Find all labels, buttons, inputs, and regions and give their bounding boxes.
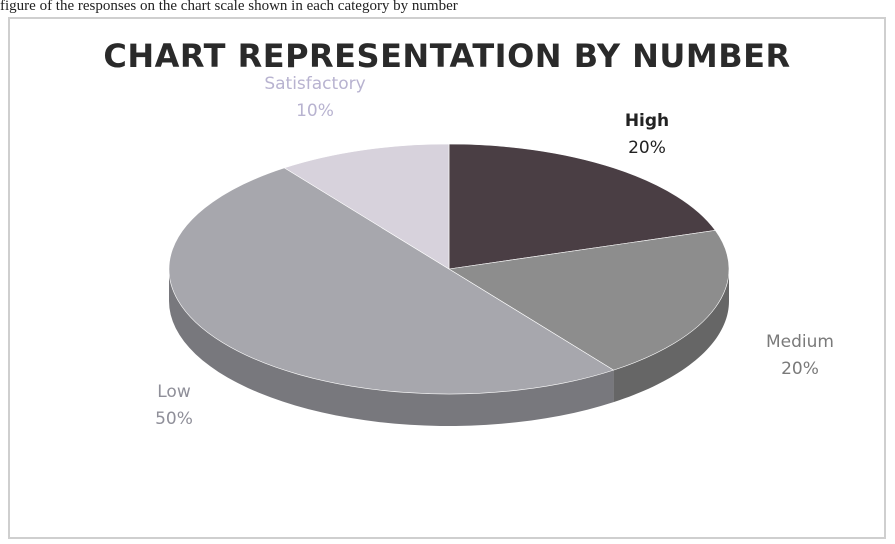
pie-slice-satisfactory — [283, 143, 450, 270]
pie-chart: High 20% Medium 20% Low 50% Satisfactory 10% — [155, 74, 834, 429]
slice-label-medium-name: Medium — [766, 332, 834, 352]
pie-side-wall — [169, 269, 729, 426]
pie-slice-low — [168, 167, 615, 395]
pie-side-low — [169, 269, 614, 426]
slice-label-satisfactory-value: 10% — [296, 101, 334, 121]
figure-caption: figure of the responses on the chart sca… — [0, 0, 458, 14]
slice-label-low-name: Low — [157, 382, 191, 402]
slice-label-high-value: 20% — [628, 138, 666, 158]
slice-label-low-value: 50% — [155, 409, 193, 429]
pie-slice-high — [448, 143, 716, 270]
slice-label-high-name: High — [625, 111, 669, 131]
chart-title: CHART REPRESENTATION BY NUMBER — [103, 37, 791, 75]
slice-label-medium-value: 20% — [781, 359, 819, 379]
slice-label-satisfactory-name: Satisfactory — [264, 74, 365, 94]
pie-side-medium — [613, 269, 729, 403]
chart-frame: CHART REPRESENTATION BY NUMBER High 20% Me… — [8, 17, 886, 539]
pie-slice-medium — [448, 230, 730, 371]
